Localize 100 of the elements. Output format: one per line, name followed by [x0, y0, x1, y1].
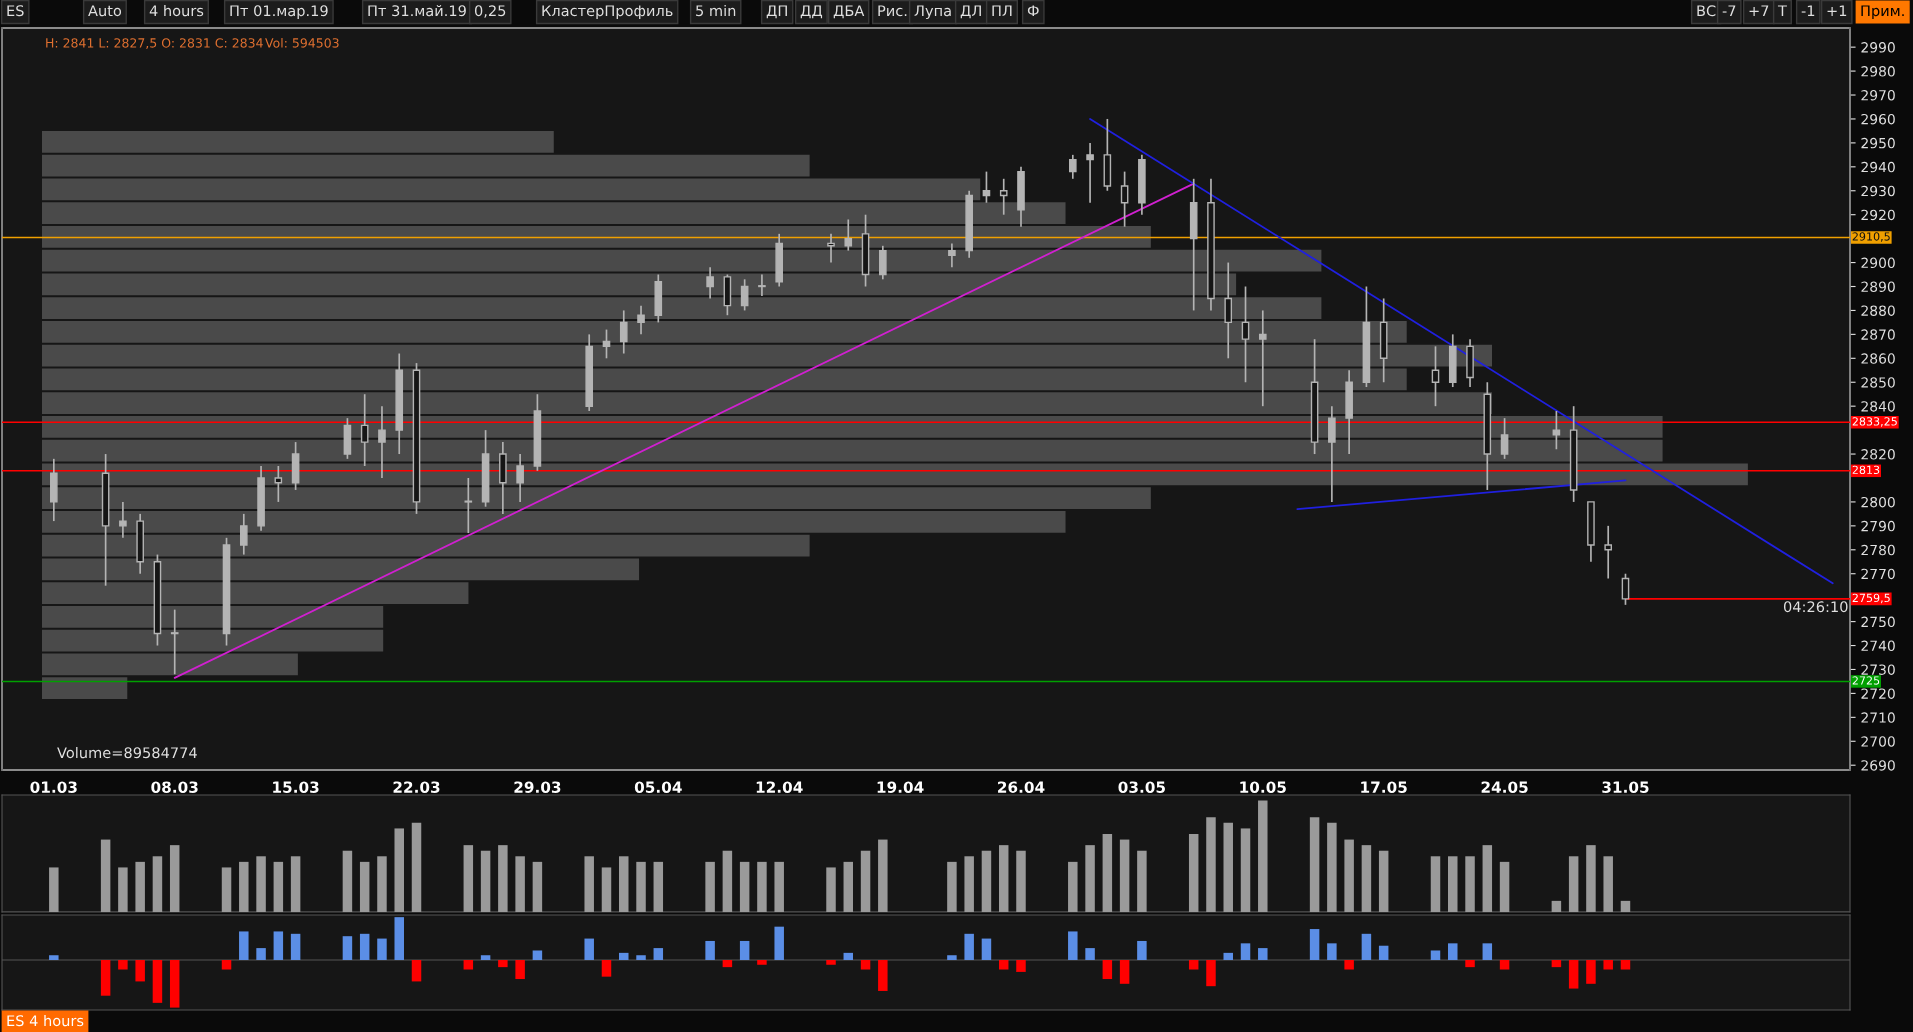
text: Рис. [878, 5, 907, 17]
bar [515, 960, 525, 980]
bar [1465, 856, 1475, 912]
bar [1430, 950, 1441, 960]
candlestick [1086, 142, 1094, 204]
y-tick-label: 2780 [1861, 544, 1895, 556]
bar [1223, 952, 1233, 960]
bar [1206, 817, 1216, 912]
x-tick-label: 01.03 [30, 781, 77, 793]
candlestick [1500, 417, 1509, 460]
y-tick-label: 2950 [1861, 137, 1895, 149]
bar [1344, 960, 1354, 970]
text: Прим. [1861, 5, 1904, 20]
text: КластерПрофиль [542, 5, 673, 20]
bar [411, 822, 422, 912]
y-tick-label: 2710 [1861, 712, 1895, 723]
text: 5 min [696, 4, 736, 17]
y-tick-label: 2880 [1861, 305, 1895, 316]
bar [532, 950, 543, 960]
candlestick [844, 218, 853, 252]
bar [964, 933, 974, 960]
bar [359, 861, 370, 912]
y-tick-label: 2820 [1861, 449, 1895, 460]
bar [1465, 960, 1475, 968]
x-tick-label: 17.05 [1361, 781, 1407, 793]
candlestick [740, 278, 749, 312]
candlestick [999, 177, 1008, 216]
x-tick-label: 22.03 [393, 781, 440, 793]
bar [169, 960, 180, 1008]
bar [42, 605, 384, 628]
y-tick-label: 2750 [1861, 616, 1895, 628]
text: Лупа [914, 5, 951, 20]
bar [981, 938, 992, 960]
bar [1378, 945, 1389, 960]
bar [1068, 931, 1078, 960]
bar [1119, 960, 1130, 984]
y-tick-label: 2900 [1861, 257, 1895, 269]
bar [1309, 929, 1320, 960]
x-tick-label: 24.05 [1481, 781, 1528, 793]
bar [1327, 943, 1337, 960]
bar [1620, 960, 1631, 970]
candlestick [1258, 309, 1267, 408]
x-tick-label: 05.04 [634, 781, 682, 793]
bar [1188, 960, 1199, 970]
bar [1223, 822, 1233, 912]
bar [42, 677, 128, 700]
candlestick [1552, 410, 1561, 451]
candlestick [982, 170, 991, 204]
text: ВС [1697, 5, 1716, 17]
candlestick [274, 465, 283, 503]
bar [1016, 850, 1026, 912]
bar [532, 861, 543, 912]
bar [480, 850, 491, 912]
x-tick-label: 03.05 [1118, 781, 1165, 793]
text: Пт 31.май.19 [368, 5, 466, 17]
bar [1551, 960, 1562, 968]
bar [342, 936, 353, 960]
annotation: Vol: 594503 [265, 37, 339, 48]
bar [1448, 943, 1458, 960]
bar [152, 856, 163, 912]
bar [774, 861, 784, 912]
bar [1085, 948, 1095, 960]
bar [739, 861, 750, 912]
bar [878, 839, 888, 912]
bar [636, 861, 646, 912]
candlestick [602, 328, 611, 360]
text: ДП [766, 5, 787, 19]
y-tick-label: 2890 [1861, 281, 1895, 292]
bar [273, 931, 284, 960]
y-tick-label: 2970 [1861, 89, 1895, 101]
text: ПЛ [992, 5, 1012, 17]
text: ДЛ [960, 5, 981, 19]
y-tick-label: 2980 [1861, 66, 1895, 77]
bar [843, 861, 854, 912]
bar [100, 960, 111, 996]
bar [463, 845, 474, 912]
bar [1240, 828, 1251, 912]
bar [135, 861, 145, 912]
bar [1586, 960, 1596, 984]
candlestick [1120, 170, 1129, 228]
text: ES 4 hours [7, 1014, 84, 1027]
bar [1344, 839, 1354, 912]
x-tick-label: 19.04 [877, 781, 924, 793]
bar [411, 960, 422, 982]
text: ES [7, 5, 24, 17]
bar [42, 130, 554, 153]
y-tick-label: 2990 [1861, 42, 1895, 53]
bar [878, 960, 888, 991]
ref-line-label: 2910,5 [1852, 232, 1890, 242]
candlestick [378, 405, 386, 479]
bar [1551, 900, 1562, 912]
bar [1137, 850, 1147, 912]
bar [118, 960, 128, 970]
bar [1568, 856, 1579, 912]
bar [860, 850, 871, 912]
text: -1 [1801, 5, 1815, 17]
bar [601, 867, 612, 912]
bar [1258, 948, 1268, 960]
bar [100, 839, 111, 912]
candlestick [827, 233, 835, 264]
